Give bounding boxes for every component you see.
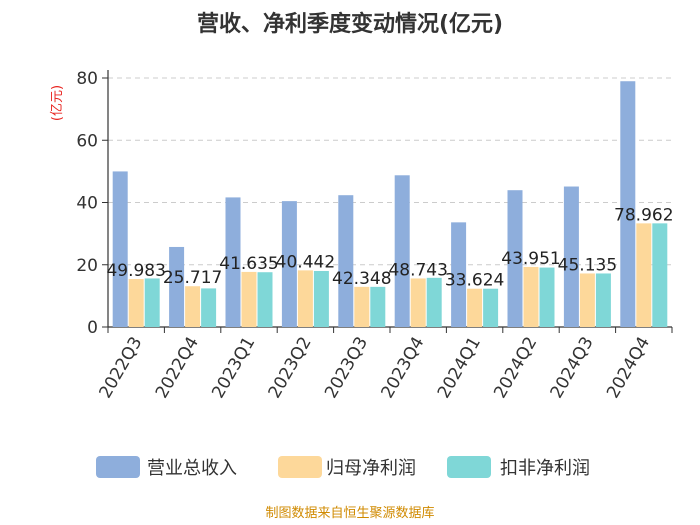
data-label: 33.624 — [445, 271, 504, 291]
bar-营业总收入-2024Q2 — [507, 190, 523, 327]
bar-营业总收入-2022Q4 — [169, 246, 185, 327]
bar-营业总收入-2023Q4 — [394, 175, 410, 327]
x-tick-label: 2023Q3 — [321, 334, 372, 402]
footer-source: 制图数据来自恒生聚源数据库 — [265, 506, 435, 521]
legend-swatch — [96, 456, 140, 478]
bar-营业总收入-2024Q3 — [563, 186, 579, 327]
legend-swatch — [278, 456, 322, 478]
data-label: 45.135 — [558, 255, 617, 275]
y-tick-label: 40 — [76, 194, 98, 214]
bar-营业总收入-2024Q4 — [620, 81, 636, 327]
bar-归母净利润-2024Q4 — [636, 223, 652, 327]
data-label: 41.635 — [219, 254, 278, 274]
legend-label: 扣非净利润 — [500, 458, 590, 479]
x-tick-label: 2024Q3 — [547, 334, 598, 402]
data-label: 42.348 — [332, 269, 391, 289]
grid-lines — [108, 77, 672, 266]
chart-title: 营收、净利季度变动情况(亿元) — [196, 12, 504, 37]
bar-归母净利润-2024Q3 — [579, 273, 595, 327]
y-tick-label: 0 — [87, 318, 98, 338]
bar-归母净利润-2024Q1 — [467, 288, 483, 327]
x-tick-label: 2024Q2 — [490, 334, 541, 402]
bar-营业总收入-2023Q2 — [281, 201, 297, 327]
legend: 营业总收入 归母净利润 扣非净利润 — [96, 456, 590, 479]
legend-label: 营业总收入 — [147, 458, 237, 479]
bar-扣非净利润-2023Q2 — [313, 270, 329, 327]
bar-营业总收入-2023Q3 — [338, 195, 354, 327]
x-tick-label: 2023Q2 — [265, 334, 316, 402]
bar-扣非净利润-2023Q1 — [257, 272, 273, 327]
x-tick-label: 2022Q3 — [95, 334, 146, 402]
bar-扣非净利润-2024Q1 — [483, 288, 499, 327]
x-tick-label: 2024Q1 — [434, 334, 485, 402]
legend-swatch — [447, 456, 491, 478]
x-tick-label: 2023Q4 — [377, 334, 428, 402]
x-tick-label: 2022Q4 — [152, 334, 203, 402]
bar-归母净利润-2023Q1 — [241, 271, 257, 327]
bar-扣非净利润-2022Q3 — [144, 278, 160, 327]
bar-归母净利润-2023Q3 — [354, 286, 370, 327]
y-tick-label: 80 — [76, 69, 98, 89]
y-axis-unit-label: (亿元) — [50, 85, 65, 121]
data-labels: 49.98325.71741.63540.44242.34848.74333.6… — [106, 205, 673, 290]
bar-扣非净利润-2024Q3 — [595, 273, 611, 327]
bar-归母净利润-2023Q4 — [410, 278, 426, 327]
bar-归母净利润-2024Q2 — [523, 266, 539, 327]
bar-扣非净利润-2024Q2 — [539, 267, 555, 327]
bar-扣非净利润-2023Q3 — [370, 286, 386, 327]
bar-营业总收入-2023Q1 — [225, 197, 241, 327]
data-label: 40.442 — [276, 252, 335, 272]
x-tick-label: 2023Q1 — [208, 334, 259, 402]
y-tick-label: 60 — [76, 131, 98, 151]
y-tick-label: 20 — [76, 256, 98, 276]
legend-label: 归母净利润 — [326, 458, 416, 479]
bar-营业总收入-2022Q3 — [112, 171, 128, 327]
data-label: 78.962 — [614, 205, 673, 225]
data-label: 49.983 — [106, 261, 165, 281]
x-tick-label: 2024Q4 — [603, 334, 654, 402]
bar-扣非净利润-2022Q4 — [201, 288, 217, 327]
bar-归母净利润-2022Q4 — [185, 286, 201, 327]
bar-归母净利润-2023Q2 — [297, 270, 313, 327]
bar-营业总收入-2024Q1 — [451, 222, 467, 327]
bar-扣非净利润-2024Q4 — [652, 223, 668, 327]
bar-归母净利润-2022Q3 — [128, 279, 144, 327]
data-label: 43.951 — [501, 249, 560, 269]
bars — [112, 81, 668, 327]
bar-扣非净利润-2023Q4 — [426, 277, 442, 327]
data-label: 25.717 — [163, 268, 222, 288]
data-label: 48.743 — [388, 260, 447, 280]
